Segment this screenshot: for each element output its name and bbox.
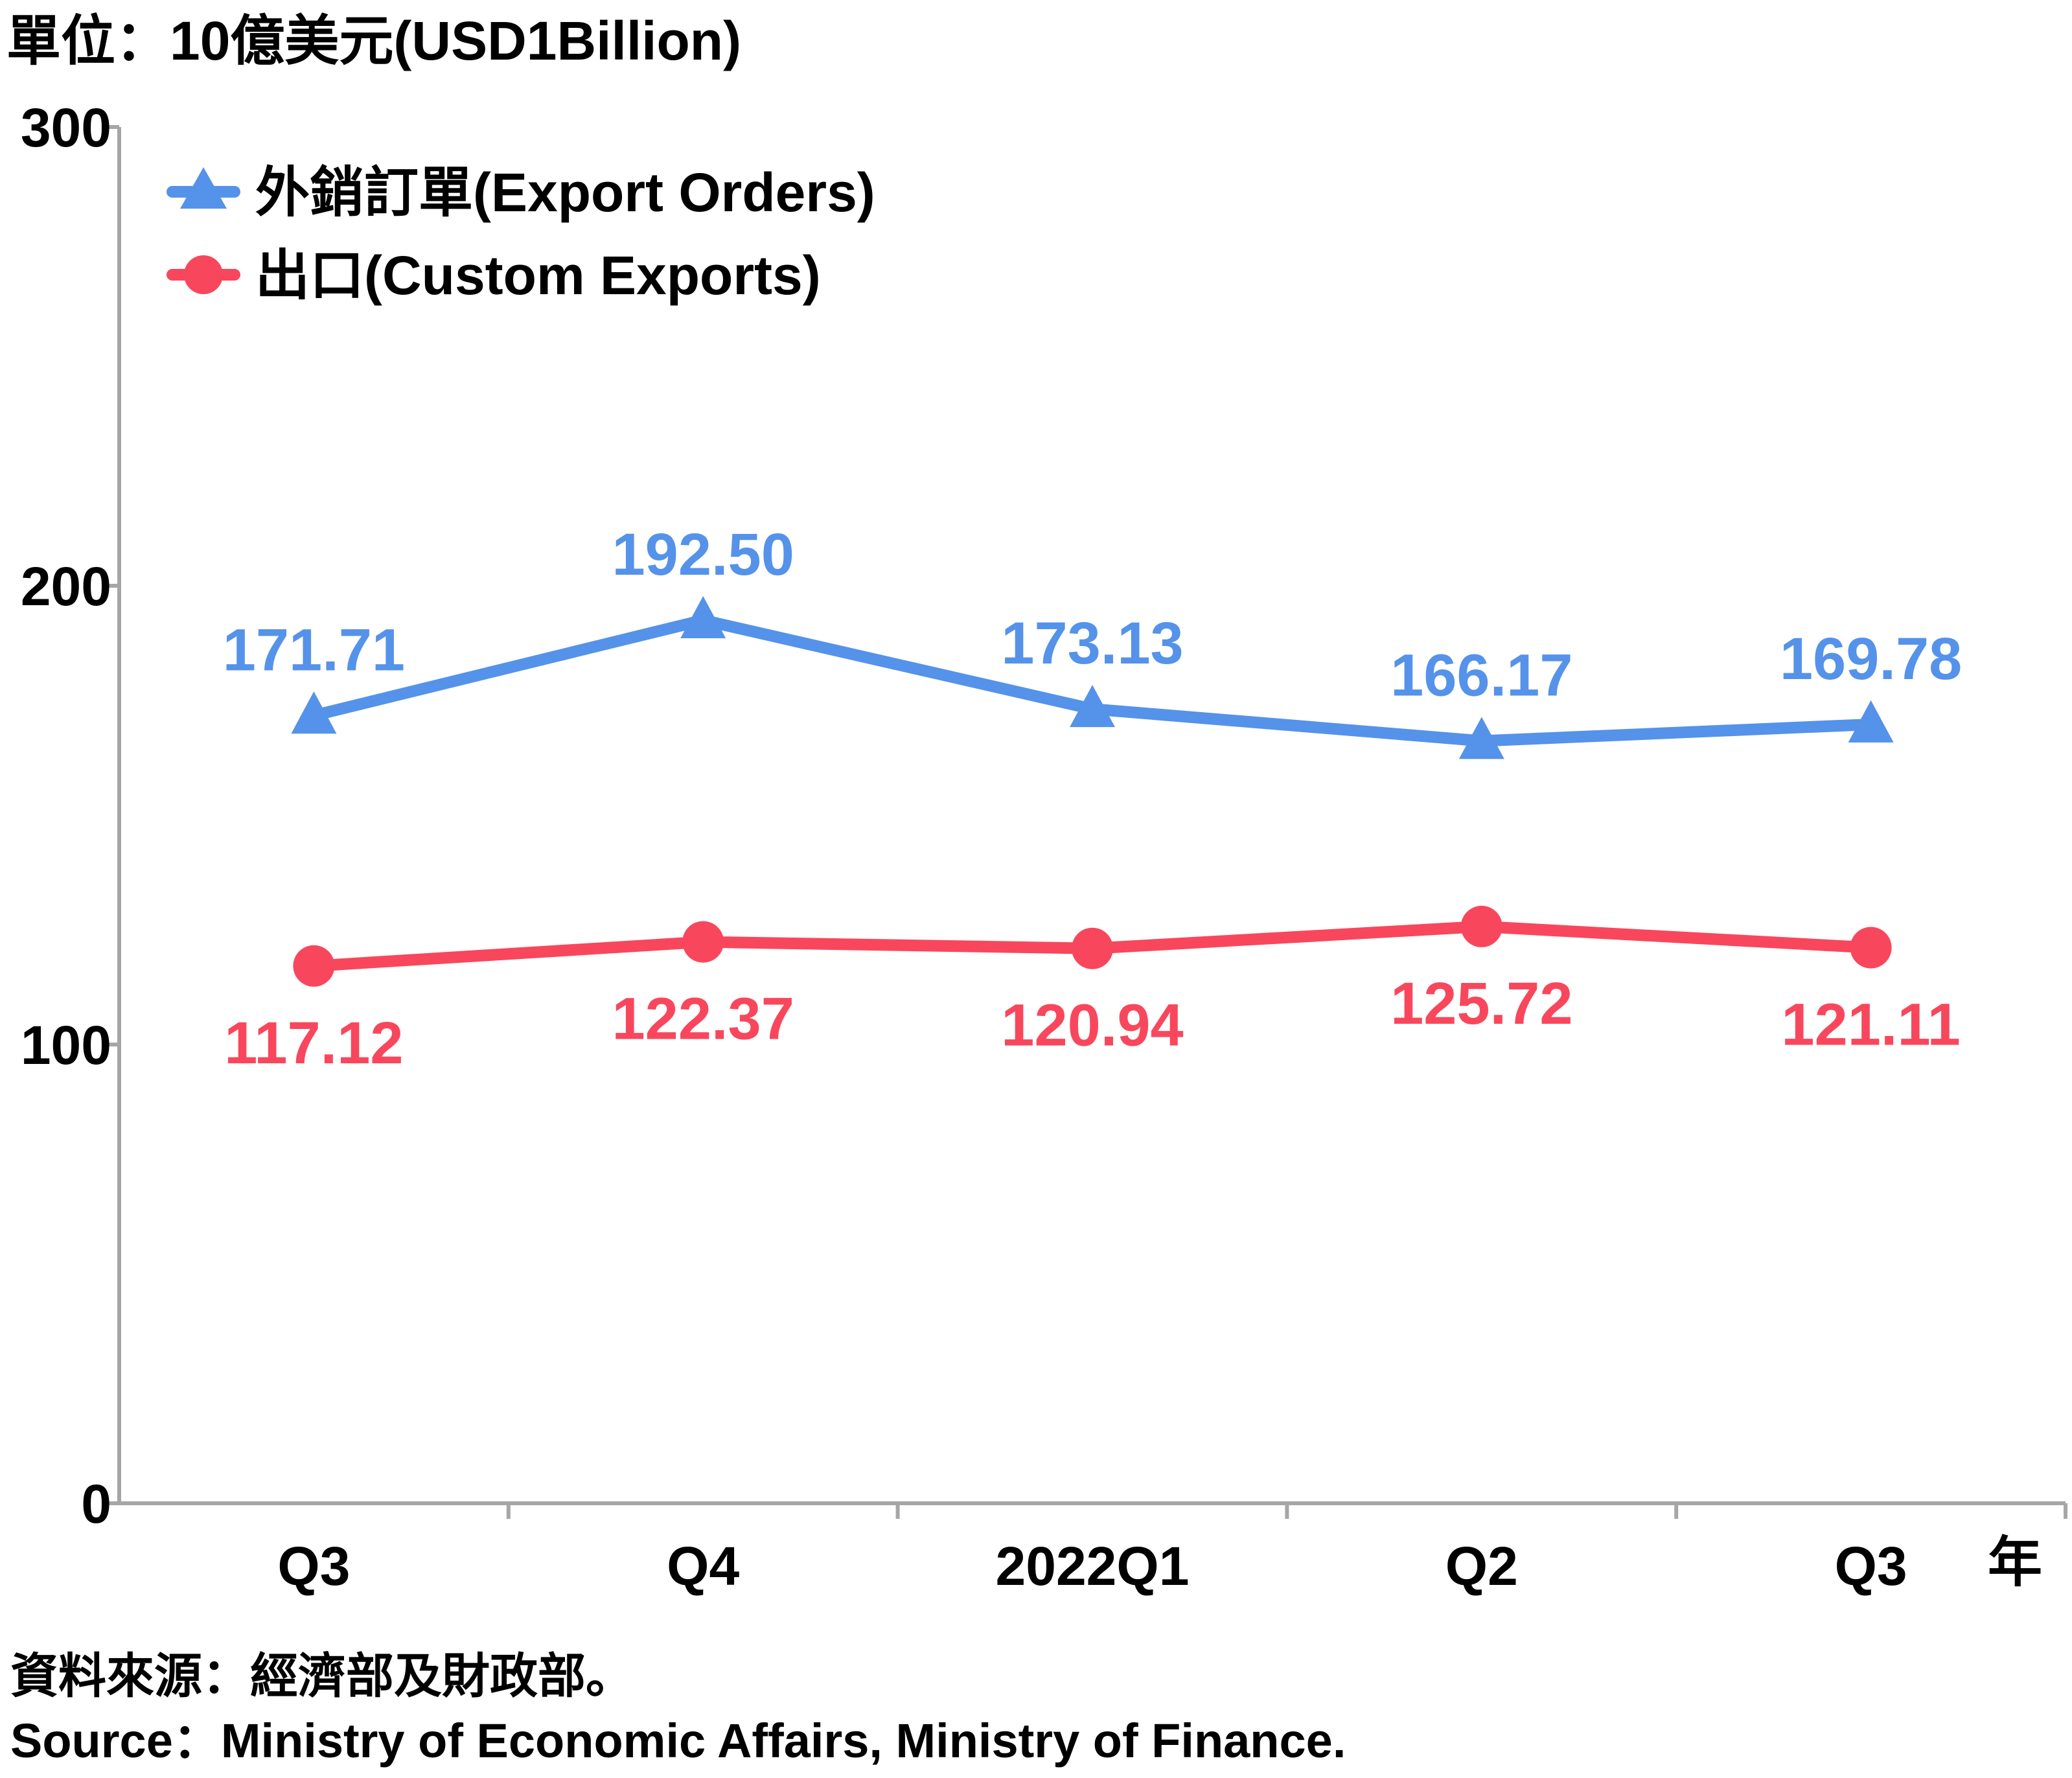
x-tick-label: Q3 xyxy=(277,1536,350,1597)
y-tick-label: 200 xyxy=(21,556,111,617)
data-label: 171.71 xyxy=(223,617,405,683)
x-tick-label: Q4 xyxy=(667,1536,739,1597)
triangle-marker xyxy=(291,691,337,734)
legend-label: 外銷訂單(Export Orders) xyxy=(255,162,875,223)
source-zh: 資料來源：經濟部及財政部。 xyxy=(10,1649,634,1703)
triangle-marker xyxy=(680,595,726,638)
legend-triangle-marker xyxy=(180,167,227,209)
data-label: 192.50 xyxy=(612,522,794,588)
y-tick-label: 0 xyxy=(81,1473,111,1534)
data-label: 121.11 xyxy=(1781,992,1960,1058)
legend-label: 出口(Custom Exports) xyxy=(255,245,821,306)
data-label: 173.13 xyxy=(1001,610,1183,676)
circle-marker xyxy=(1072,927,1113,969)
circle-marker xyxy=(1460,905,1502,947)
data-label: 166.17 xyxy=(1390,643,1572,709)
legend: 外銷訂單(Export Orders) 出口(Custom Exports) xyxy=(167,162,875,306)
triangle-marker xyxy=(1070,685,1115,728)
tick-labels: 0 100 200 300 Q3 Q4 2022Q1 Q2 Q3 xyxy=(21,97,1907,1597)
circle-marker xyxy=(682,921,724,963)
data-label: 120.94 xyxy=(1001,993,1183,1059)
unit-label: 單位：10億美元(USD1Billion) xyxy=(6,10,741,71)
data-label: 169.78 xyxy=(1780,626,1962,692)
data-label: 117.12 xyxy=(224,1010,403,1076)
circle-marker xyxy=(1850,927,1892,969)
y-tick-label: 300 xyxy=(21,97,111,158)
circle-marker xyxy=(293,945,335,987)
data-label: 125.72 xyxy=(1390,971,1572,1037)
y-tick-label: 100 xyxy=(21,1015,111,1076)
x-tick-label: 2022Q1 xyxy=(996,1536,1190,1597)
series-group: 171.71 192.50 173.13 166.17 169.78 117.12 122.… xyxy=(223,522,1963,1076)
axes xyxy=(104,125,2067,1519)
x-tick-label: Q3 xyxy=(1835,1536,1907,1597)
source-en: Source：Ministry of Economic Affairs, Min… xyxy=(10,1714,1346,1768)
x-tick-label: Q2 xyxy=(1445,1536,1518,1597)
data-label: 122.37 xyxy=(612,986,794,1052)
x-axis-unit: 年 xyxy=(1988,1532,2042,1593)
triangle-marker xyxy=(1458,717,1504,759)
legend-circle-marker xyxy=(184,255,223,294)
triangle-marker xyxy=(1848,700,1894,743)
